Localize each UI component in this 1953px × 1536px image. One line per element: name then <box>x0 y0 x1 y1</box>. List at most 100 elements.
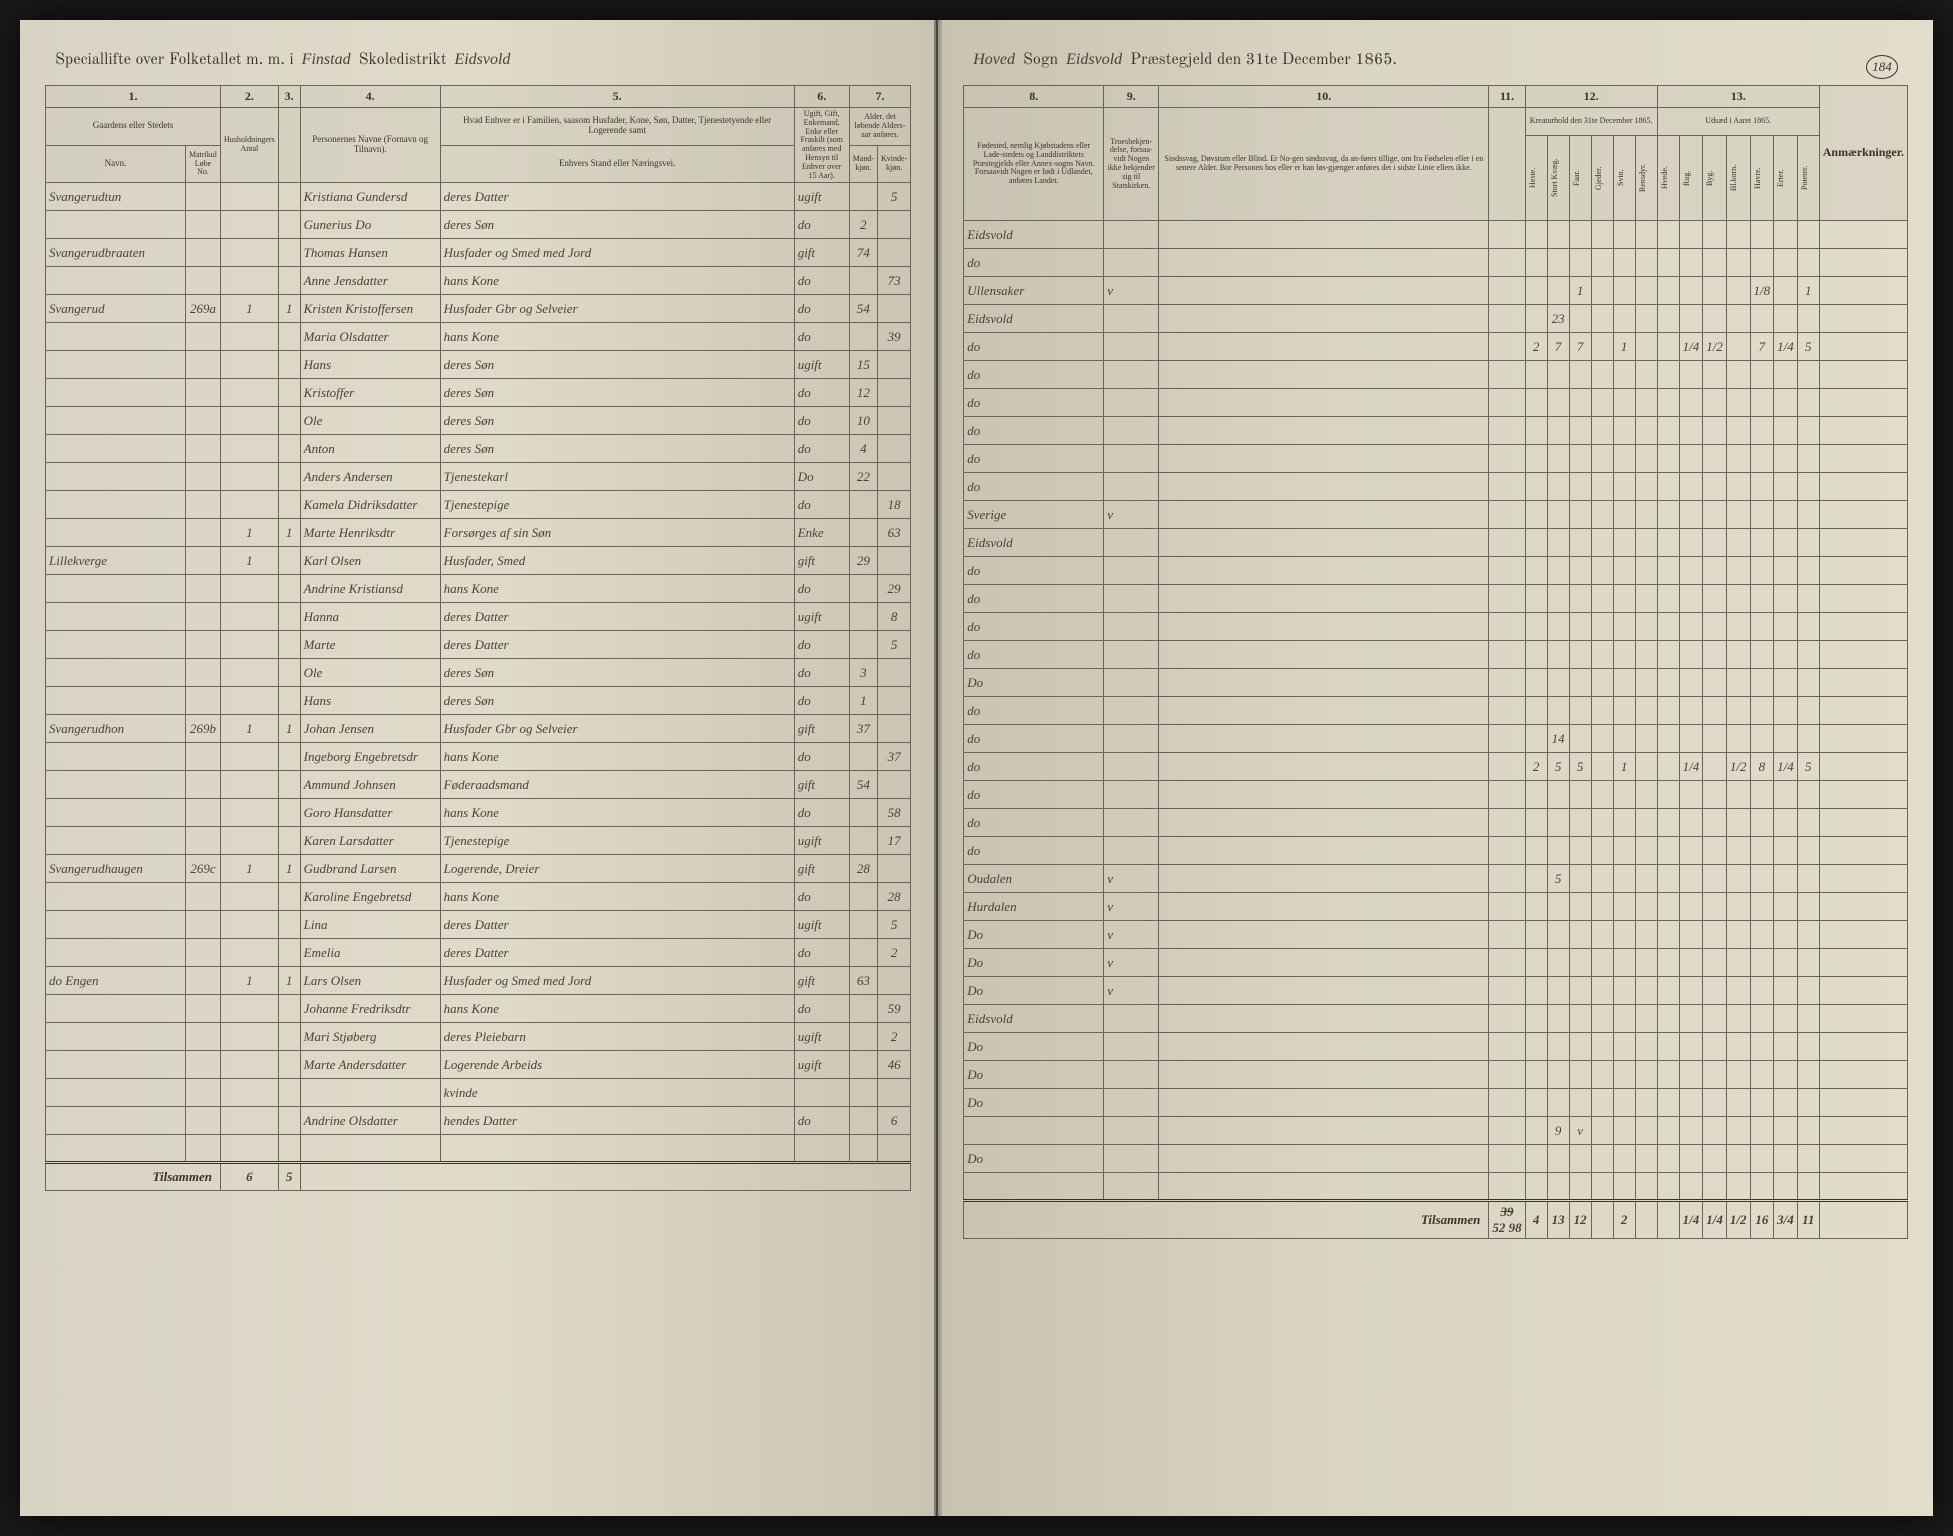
fk2: 12 <box>1569 1201 1591 1239</box>
cell: Karl Olsen <box>300 547 440 575</box>
cell: 3 <box>849 659 877 687</box>
cell: Johan Jensen <box>300 715 440 743</box>
cell <box>1613 977 1635 1005</box>
cell <box>221 435 279 463</box>
cell: do <box>794 295 849 323</box>
cell <box>1569 221 1591 249</box>
cell <box>1774 613 1798 641</box>
left-footer: Tilsammen 6 5 <box>46 1163 911 1191</box>
cell: do <box>794 267 849 295</box>
cell <box>1679 781 1703 809</box>
cell <box>849 799 877 827</box>
cell-anm <box>1819 753 1907 781</box>
cell <box>186 239 221 267</box>
cell: 63 <box>849 967 877 995</box>
header-field1: Finstad <box>302 51 351 69</box>
cell: Andrine Olsdatter <box>300 1107 440 1135</box>
cell <box>1591 585 1613 613</box>
cell: Thomas Hansen <box>300 239 440 267</box>
cell <box>1774 725 1798 753</box>
cell <box>1525 1061 1547 1089</box>
cell: do <box>794 687 849 715</box>
cell: 5 <box>1797 333 1819 361</box>
cell <box>1703 1061 1727 1089</box>
cell <box>878 435 911 463</box>
cell <box>1679 277 1703 305</box>
cell <box>1489 1089 1525 1117</box>
cell: Husfader, Smed <box>440 547 794 575</box>
cell <box>1750 361 1774 389</box>
cell <box>1657 697 1679 725</box>
cell <box>278 435 300 463</box>
cell-anm <box>1819 585 1907 613</box>
cell <box>849 827 877 855</box>
cell <box>1159 1117 1489 1145</box>
cell <box>1547 501 1569 529</box>
cell: 37 <box>878 743 911 771</box>
cell <box>46 211 186 239</box>
cell <box>46 435 186 463</box>
cell <box>849 911 877 939</box>
cell <box>1525 641 1547 669</box>
cell <box>46 687 186 715</box>
cell: v <box>1104 277 1159 305</box>
cell <box>1159 1033 1489 1061</box>
cell <box>1525 1117 1547 1145</box>
table-row: Goro Hansdatterhans Konedo58 <box>46 799 911 827</box>
cell <box>46 1079 186 1107</box>
cell <box>221 1135 279 1163</box>
cell <box>1159 613 1489 641</box>
colnum-7: 7. <box>849 86 911 108</box>
cell <box>1679 473 1703 501</box>
cell: ugift <box>794 827 849 855</box>
cell: do <box>794 883 849 911</box>
cell <box>1797 445 1819 473</box>
cell <box>1635 277 1657 305</box>
cell <box>878 295 911 323</box>
cell <box>278 351 300 379</box>
cell <box>1489 445 1525 473</box>
cell-anm <box>1819 921 1907 949</box>
sub-col-11: Erter. <box>1774 136 1798 221</box>
table-row: do <box>964 557 1908 585</box>
cell <box>1613 1145 1635 1173</box>
cell <box>1726 1061 1750 1089</box>
cell <box>849 1051 877 1079</box>
cell: do <box>794 1107 849 1135</box>
table-row: do <box>964 837 1908 865</box>
cell: v <box>1104 921 1159 949</box>
cell <box>1726 893 1750 921</box>
table-row <box>964 1173 1908 1201</box>
cell-anm <box>1819 277 1907 305</box>
cell: 5 <box>1547 865 1569 893</box>
cell: 8 <box>878 603 911 631</box>
cell <box>1679 1117 1703 1145</box>
cell <box>46 323 186 351</box>
cell: 28 <box>849 855 877 883</box>
cell: Svangerudhon <box>46 715 186 743</box>
cell <box>278 1023 300 1051</box>
table-row: Do <box>964 1145 1908 1173</box>
table-row: do <box>964 249 1908 277</box>
cell <box>1774 585 1798 613</box>
cell <box>186 575 221 603</box>
cell <box>1525 585 1547 613</box>
cell <box>1104 557 1159 585</box>
cell <box>1569 1145 1591 1173</box>
cell <box>1726 305 1750 333</box>
cell <box>278 407 300 435</box>
cell <box>1547 977 1569 1005</box>
cell <box>1525 809 1547 837</box>
cell <box>1726 865 1750 893</box>
cell <box>1635 249 1657 277</box>
cell <box>1679 641 1703 669</box>
cell: 18 <box>878 491 911 519</box>
cell <box>878 379 911 407</box>
cell <box>221 211 279 239</box>
cell <box>1547 417 1569 445</box>
cell <box>1159 1145 1489 1173</box>
left-page: Speciallifte over Folketallet m. m. i Fi… <box>20 20 938 1516</box>
cell: Tjenestekarl <box>440 463 794 491</box>
cell-anm <box>1819 473 1907 501</box>
cell <box>1489 529 1525 557</box>
